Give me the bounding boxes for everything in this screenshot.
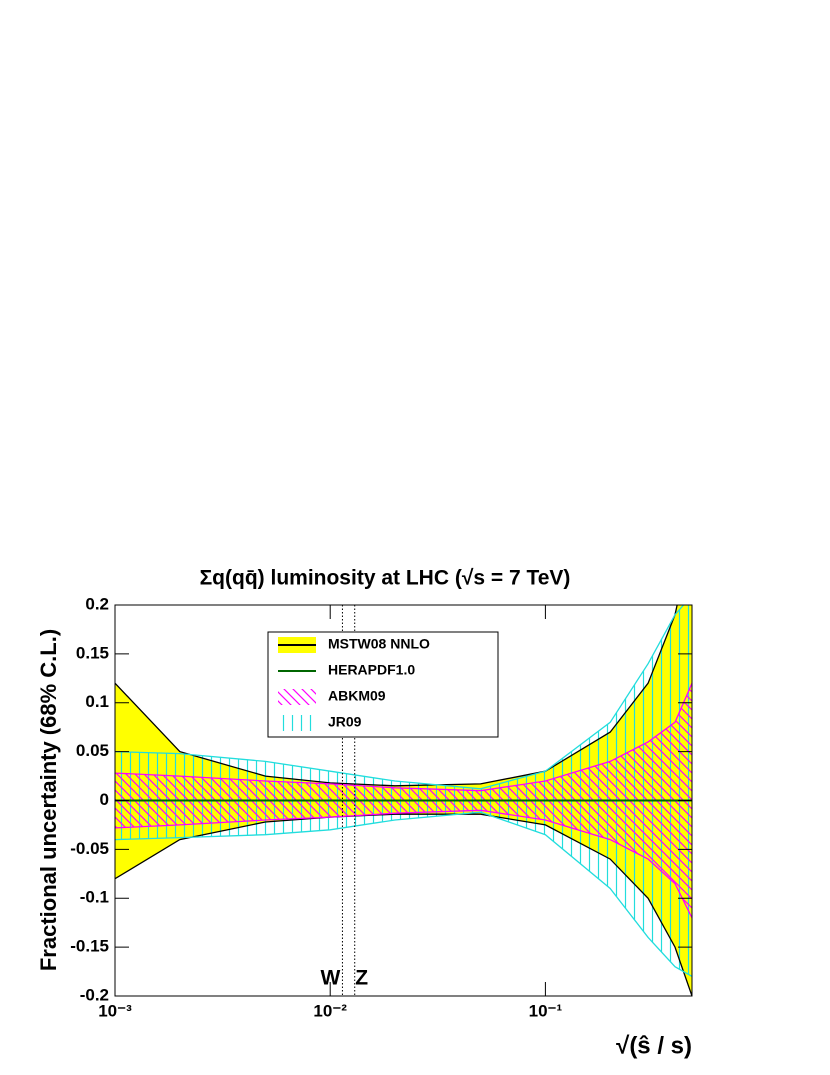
- y-tick-label: 0.1: [85, 692, 109, 711]
- legend-swatch: [278, 689, 316, 705]
- x-tick-label: 10⁻²: [313, 1001, 347, 1020]
- band-edge: [115, 605, 685, 790]
- plot-area: [115, 605, 692, 996]
- legend-label: JR09: [328, 714, 362, 730]
- x-tick-label: 10⁻¹: [529, 1001, 563, 1020]
- band-edge: [115, 813, 692, 996]
- band-edge: [115, 809, 692, 919]
- y-tick-label: -0.15: [70, 937, 109, 956]
- y-axis-label: Fractional uncertainty (68% C.L.): [36, 629, 61, 971]
- y-tick-label: 0.15: [76, 643, 109, 662]
- legend-swatch: [278, 715, 316, 731]
- band-edge: [115, 605, 678, 787]
- y-tick-label: -0.2: [80, 985, 109, 1004]
- y-tick-label: -0.05: [70, 839, 109, 858]
- chart-title: Σq(qq̄) luminosity at LHC (√s = 7 TeV): [200, 567, 571, 590]
- legend-label: HERAPDF1.0: [328, 662, 415, 678]
- annotation-label: Z: [355, 967, 368, 990]
- annotation-label: W: [321, 967, 341, 990]
- band-edge: [115, 682, 692, 792]
- legend-label: ABKM09: [328, 688, 386, 704]
- y-tick-label: 0.05: [76, 741, 109, 760]
- y-tick-label: -0.1: [80, 888, 109, 907]
- x-tick-label: 10⁻³: [98, 1001, 132, 1020]
- band-edge: [115, 811, 692, 977]
- legend-label: MSTW08 NNLO: [328, 636, 430, 652]
- y-tick-label: 0.2: [85, 594, 109, 613]
- x-axis-label: √(ŝ / s): [616, 1032, 692, 1059]
- y-tick-label: 0: [100, 790, 109, 809]
